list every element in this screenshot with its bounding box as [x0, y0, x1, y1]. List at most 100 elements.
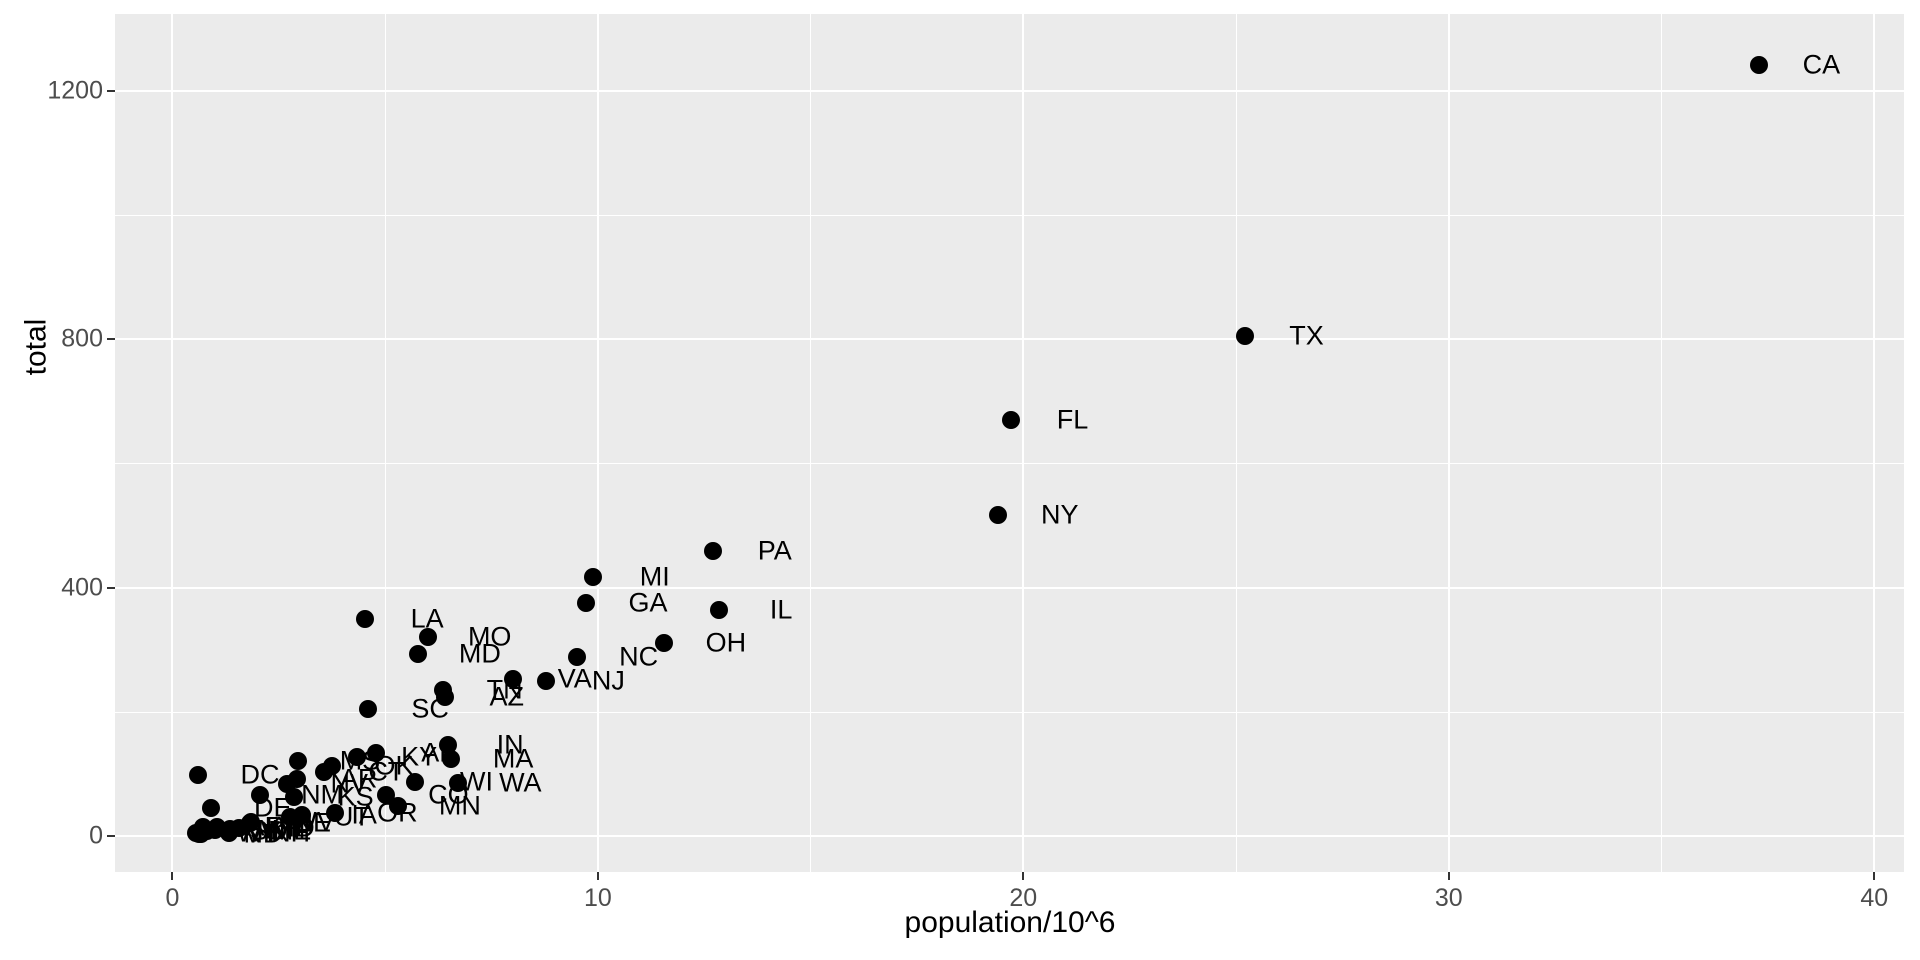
point-label-WV: WV [291, 806, 335, 837]
point-label-IN: IN [496, 729, 524, 760]
point-label-MI: MI [639, 561, 670, 592]
y-minor-gridline [115, 214, 1904, 216]
y-axis-tick [107, 835, 115, 838]
point-label-CO: CO [428, 779, 469, 810]
point-label-DC: DC [240, 759, 280, 790]
data-point-SC [359, 699, 378, 718]
point-label-GA: GA [628, 587, 668, 618]
x-minor-gridline [1660, 14, 1662, 872]
point-label-MS: MS [339, 745, 381, 776]
data-point-CT [315, 762, 334, 781]
y-axis-tick-label: 800 [61, 324, 103, 353]
y-minor-gridline [115, 463, 1904, 465]
data-point-NV [278, 775, 297, 794]
data-point-TN [433, 680, 452, 699]
point-label-LA: LA [410, 603, 444, 634]
point-label-KY: KY [401, 741, 438, 772]
x-minor-gridline [384, 14, 386, 872]
data-point-DC [188, 765, 207, 784]
data-point-MS [288, 751, 307, 770]
data-point-PA [703, 542, 722, 561]
point-label-WA: WA [499, 767, 542, 798]
point-label-HI: HI [278, 813, 306, 844]
data-point-MN [388, 797, 407, 816]
x-axis-tick [171, 872, 174, 880]
y-minor-gridline [115, 711, 1904, 713]
data-point-WA [449, 774, 468, 793]
data-point-CO [377, 786, 396, 805]
x-axis-tick-label: 20 [1009, 884, 1038, 912]
point-label-KS: KS [337, 781, 374, 812]
data-point-NC [567, 647, 586, 666]
plot-panel: CA TX FL NY PA IL OH MI GA NC NJ VA WA MA IN AZ TN MO MD WI… [115, 14, 1904, 872]
data-point-WY [187, 824, 206, 843]
x-major-gridline [1022, 14, 1025, 872]
point-label-DE: DE [253, 792, 292, 823]
x-major-gridline [596, 14, 599, 872]
data-point-KY [348, 747, 367, 766]
data-point-CA [1750, 55, 1769, 74]
point-label-MT: MT [257, 814, 297, 845]
point-label-MA: MA [492, 743, 534, 774]
point-label-RI: RI [265, 811, 293, 842]
point-label-ID: ID [287, 812, 315, 843]
x-axis-title: population/10^6 [904, 906, 1116, 939]
point-label-IL: IL [769, 594, 793, 625]
point-label-NM: NM [301, 779, 344, 810]
point-label-OK: OK [374, 750, 414, 781]
point-label-AL: AL [421, 737, 455, 768]
point-label-AK: AK [246, 811, 283, 842]
point-label-ND: ND [243, 818, 283, 849]
data-point-TX [1235, 326, 1254, 345]
point-label-NJ: NJ [591, 665, 625, 696]
x-axis-tick-label: 0 [165, 884, 180, 912]
point-label-AZ: AZ [489, 681, 524, 712]
y-axis-title: total [19, 318, 53, 376]
x-axis-tick-label: 10 [583, 884, 612, 912]
y-major-gridline [115, 586, 1904, 589]
point-label-MD: MD [458, 638, 501, 669]
x-axis-tick-label: 30 [1434, 884, 1463, 912]
data-point-VA [503, 669, 522, 688]
point-label-PA: PA [757, 535, 792, 566]
point-label-TN: TN [486, 674, 523, 705]
point-label-VT: VT [243, 818, 279, 849]
data-point-DE [201, 799, 220, 818]
y-axis-tick-label: 1200 [47, 76, 103, 105]
data-point-IL [710, 601, 729, 620]
data-point-MD [408, 644, 427, 663]
x-major-gridline [1447, 14, 1450, 872]
point-label-TX: TX [1289, 320, 1324, 351]
data-point-IN [439, 735, 458, 754]
y-axis-tick [107, 338, 115, 341]
data-point-MA [442, 749, 461, 768]
point-label-WI: WI [460, 766, 493, 797]
data-point-GA [576, 593, 595, 612]
point-label-NH: NH [271, 817, 311, 848]
point-label-MO: MO [467, 621, 512, 652]
x-major-gridline [171, 14, 174, 872]
data-point-FL [1001, 411, 1020, 430]
data-point-NM [251, 785, 270, 804]
point-label-MN: MN [438, 790, 481, 821]
data-point-LA [356, 609, 375, 628]
point-label-CA: CA [1802, 49, 1841, 80]
y-major-gridline [115, 90, 1904, 92]
y-axis-tick [107, 90, 115, 92]
x-axis-tick [1447, 872, 1450, 880]
point-label-AR: AR [339, 763, 378, 794]
point-label-FL: FL [1056, 404, 1089, 435]
point-label-IA: IA [351, 799, 377, 830]
point-label-OH: OH [705, 627, 747, 658]
x-axis-tick [1022, 872, 1025, 880]
y-major-gridline [115, 835, 1904, 838]
y-axis-tick-label: 400 [61, 573, 103, 602]
x-minor-gridline [1235, 14, 1237, 872]
x-major-gridline [1873, 14, 1876, 872]
data-point-WI [405, 772, 424, 791]
x-axis-tick [596, 872, 599, 880]
data-point-OR [326, 804, 345, 823]
point-label-VA: VA [557, 663, 592, 694]
y-axis-tick-label: 0 [89, 821, 103, 850]
